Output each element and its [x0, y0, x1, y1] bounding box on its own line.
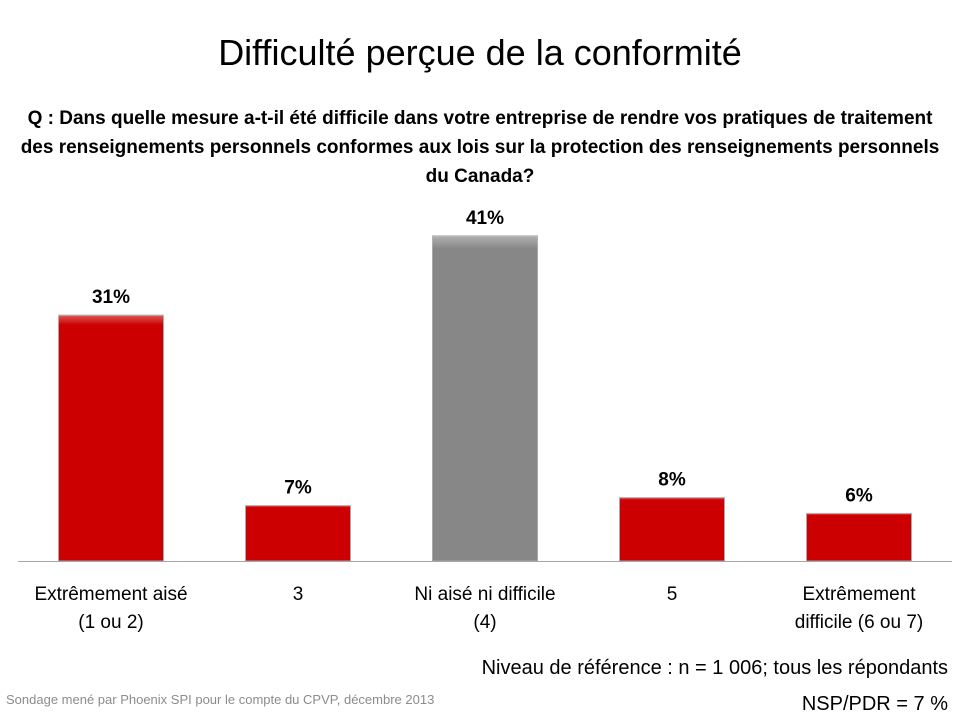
x-tick-label-3-line-1: Ni aisé ni difficile: [414, 584, 555, 605]
x-tick-label-5-line-2: difficile (6 ou 7): [795, 612, 924, 633]
x-tick-label-2-line-1: 3: [293, 584, 304, 605]
data-label-4: 8%: [658, 470, 686, 491]
bar-bevel-1: [58, 315, 164, 561]
chart-title: Difficulté perçue de la conformité: [218, 32, 742, 73]
data-label-3: 41%: [466, 208, 504, 229]
x-tick-label-5-line-1: Extrêmement: [803, 584, 917, 605]
bar-bevel-4: [619, 497, 725, 561]
bar-bevel-2: [245, 505, 351, 561]
reference-note: Niveau de référence : n = 1 006; tous le…: [481, 657, 948, 679]
x-tick-label-1-line-2: (1 ou 2): [78, 612, 143, 633]
bar-bevel-3: [432, 235, 538, 561]
data-label-5: 6%: [845, 485, 873, 506]
bar-bevel-5: [806, 513, 912, 561]
x-tick-label-3-line-2: (4): [473, 612, 496, 633]
x-tick-label-1-line-1: Extrêmement aisé: [34, 584, 187, 605]
source-note: Sondage mené par Phoenix SPI pour le com…: [6, 692, 435, 707]
chart-subtitle: Q : Dans quelle mesure a-t-il été diffic…: [20, 108, 940, 187]
nsp-note: NSP/PDR = 7 %: [801, 693, 948, 715]
data-label-2: 7%: [284, 477, 312, 498]
data-label-1: 31%: [92, 287, 130, 308]
x-tick-label-4-line-1: 5: [667, 584, 678, 605]
